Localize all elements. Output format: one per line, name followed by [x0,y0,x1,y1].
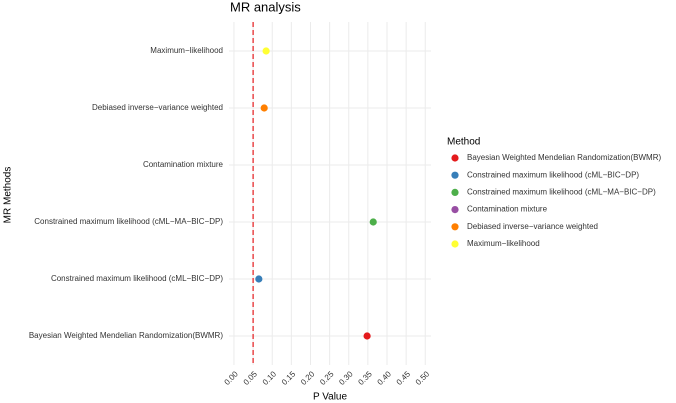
legend-marker [451,154,459,162]
legend-label: Constrained maximum likelihood (cML−BIC−… [467,170,639,179]
x-tick-label: 0.50 [414,369,432,387]
x-tick-label: 0.15 [280,369,298,387]
chart-title: MR analysis [230,0,301,14]
y-tick-label: Contamination mixture [143,160,224,169]
y-tick-label: Bayesian Weighted Mendelian Randomizatio… [29,331,224,340]
legend-marker [451,206,459,214]
point [255,275,263,283]
point [369,218,377,226]
legend-label: Debiased inverse−variance weighted [467,222,598,231]
y-tick-label: Constrained maximum likelihood (cML−BIC−… [51,274,223,283]
point [260,104,268,112]
y-tick-label: Constrained maximum likelihood (cML−MA−B… [34,217,223,226]
x-tick-label: 0.00 [222,369,240,387]
legend-marker [451,171,459,179]
x-tick-label: 0.25 [318,369,336,387]
x-tick-label: 0.40 [376,369,394,387]
x-tick-label: 0.45 [395,369,413,387]
legend-marker [451,223,459,231]
x-tick-label: 0.30 [337,369,355,387]
x-tick-label: 0.35 [356,369,374,387]
legend-title: Method [447,137,480,148]
legend-marker [451,188,459,196]
y-tick-label: Maximum−likelihood [150,46,223,55]
legend-label: Contamination mixture [467,205,548,214]
legend-label: Constrained maximum likelihood (cML−MA−B… [467,188,656,197]
point [363,332,371,340]
x-tick-label: 0.10 [261,369,279,387]
point [262,47,270,55]
x-tick-label: 0.05 [242,369,260,387]
legend-marker [451,240,459,248]
y-tick-label: Debiased inverse−variance weighted [92,103,223,112]
legend-label: Bayesian Weighted Mendelian Randomizatio… [467,153,662,162]
x-tick-label: 0.20 [299,369,317,387]
legend-label: Maximum−likelihood [467,239,540,248]
x-axis-title: P Value [313,392,348,403]
y-axis-title: MR Methods [3,167,14,224]
